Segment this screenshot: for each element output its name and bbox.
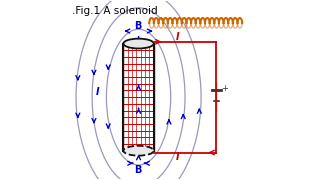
Text: B: B xyxy=(134,165,141,175)
Text: .Fig.1 A solenoid: .Fig.1 A solenoid xyxy=(73,6,158,16)
Text: B: B xyxy=(134,21,141,31)
Text: I: I xyxy=(176,32,180,42)
Ellipse shape xyxy=(124,146,154,156)
Text: I: I xyxy=(96,87,99,97)
Text: I: I xyxy=(176,152,180,162)
Ellipse shape xyxy=(124,39,154,48)
Text: +: + xyxy=(222,84,228,93)
